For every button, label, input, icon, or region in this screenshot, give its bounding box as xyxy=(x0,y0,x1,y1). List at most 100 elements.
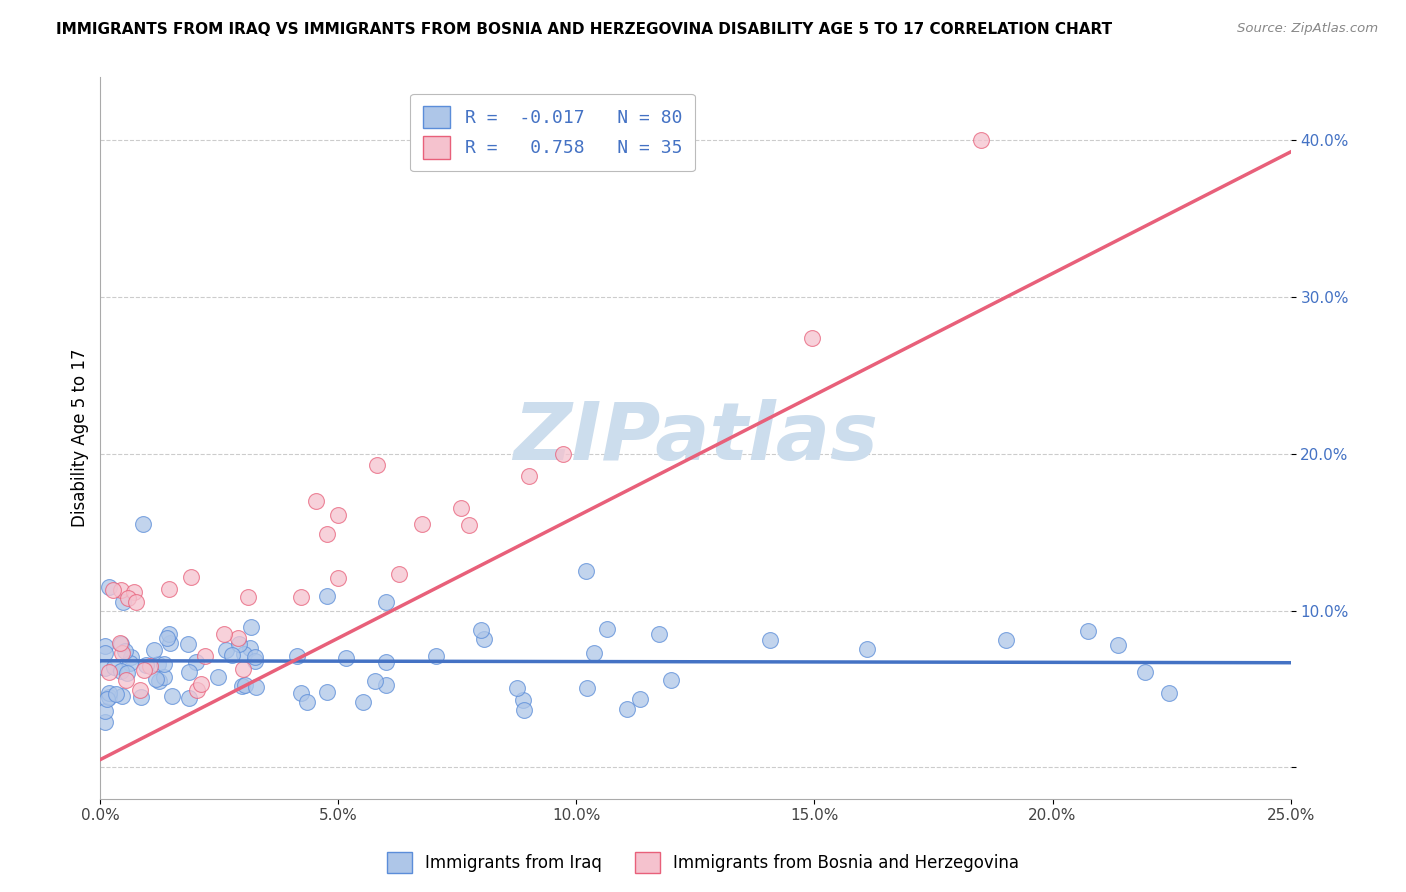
Point xyxy=(184,655,207,669)
Point xyxy=(506,681,529,696)
Point xyxy=(970,133,993,147)
Point xyxy=(110,635,132,649)
Legend: R =  -0.017   N = 80, R =   0.758   N = 35: R = -0.017 N = 80, R = 0.758 N = 35 xyxy=(411,94,695,171)
Point xyxy=(157,627,180,641)
Point xyxy=(235,677,257,691)
Point xyxy=(305,493,328,508)
Point xyxy=(207,670,229,684)
Point xyxy=(628,691,651,706)
Point xyxy=(800,331,823,345)
Point xyxy=(582,646,605,660)
Point xyxy=(97,685,120,699)
Point xyxy=(457,517,479,532)
Point xyxy=(114,673,136,687)
Point xyxy=(1107,638,1129,652)
Point xyxy=(132,517,155,532)
Point xyxy=(472,632,495,646)
Point xyxy=(112,595,135,609)
Point xyxy=(290,591,312,605)
Point xyxy=(231,679,253,693)
Point xyxy=(94,646,117,660)
Point xyxy=(194,649,217,664)
Point xyxy=(994,633,1017,648)
Point xyxy=(190,677,212,691)
Point xyxy=(328,572,350,586)
Point xyxy=(153,670,176,684)
Point xyxy=(153,657,176,672)
Point xyxy=(328,508,350,523)
Point xyxy=(352,695,374,709)
Point xyxy=(177,637,200,651)
Point xyxy=(94,715,117,730)
Point xyxy=(114,643,136,657)
Point xyxy=(285,649,308,664)
Point xyxy=(122,584,145,599)
Point xyxy=(177,665,200,680)
Point xyxy=(143,642,166,657)
Point xyxy=(366,458,388,472)
Point xyxy=(233,647,256,661)
Point xyxy=(97,690,120,704)
Point xyxy=(648,627,671,641)
Point xyxy=(239,641,262,656)
Point xyxy=(375,594,398,608)
Point xyxy=(575,681,598,695)
Point xyxy=(375,678,398,692)
Point xyxy=(148,674,170,689)
Point xyxy=(575,565,598,579)
Point xyxy=(1133,665,1156,680)
Point xyxy=(228,637,250,651)
Point xyxy=(103,582,125,597)
Point xyxy=(315,590,337,604)
Point xyxy=(96,691,118,706)
Point xyxy=(387,566,409,581)
Point xyxy=(146,657,169,672)
Point xyxy=(316,685,339,699)
Text: IMMIGRANTS FROM IRAQ VS IMMIGRANTS FROM BOSNIA AND HERZEGOVINA DISABILITY AGE 5 : IMMIGRANTS FROM IRAQ VS IMMIGRANTS FROM … xyxy=(56,22,1112,37)
Point xyxy=(179,691,201,706)
Point xyxy=(375,655,398,669)
Point xyxy=(1159,686,1181,700)
Point xyxy=(94,704,117,718)
Point xyxy=(135,657,157,672)
Point xyxy=(659,673,682,687)
Point xyxy=(160,690,183,704)
Point xyxy=(117,591,139,605)
Point xyxy=(94,639,117,653)
Point xyxy=(232,662,254,676)
Point xyxy=(517,469,540,483)
Point xyxy=(98,580,121,594)
Point xyxy=(129,682,152,697)
Point xyxy=(335,650,357,665)
Point xyxy=(295,695,318,709)
Point xyxy=(425,649,447,664)
Point xyxy=(315,527,337,541)
Point xyxy=(125,595,148,609)
Point xyxy=(115,666,138,681)
Point xyxy=(110,664,132,678)
Point xyxy=(139,658,162,673)
Point xyxy=(238,591,260,605)
Point xyxy=(240,620,263,634)
Point xyxy=(186,683,208,698)
Point xyxy=(103,660,125,674)
Point xyxy=(120,649,142,664)
Point xyxy=(159,636,181,650)
Point xyxy=(243,649,266,664)
Y-axis label: Disability Age 5 to 17: Disability Age 5 to 17 xyxy=(72,349,89,527)
Point xyxy=(105,687,128,701)
Point xyxy=(290,685,312,699)
Point xyxy=(134,664,156,678)
Point xyxy=(856,642,879,657)
Text: ZIPatlas: ZIPatlas xyxy=(513,399,877,477)
Point xyxy=(450,500,472,515)
Point xyxy=(97,665,120,679)
Point xyxy=(180,570,202,584)
Point xyxy=(363,674,385,689)
Point xyxy=(551,446,574,460)
Point xyxy=(156,631,179,645)
Point xyxy=(157,582,180,596)
Point xyxy=(110,583,132,598)
Point xyxy=(243,654,266,668)
Point xyxy=(1077,624,1099,639)
